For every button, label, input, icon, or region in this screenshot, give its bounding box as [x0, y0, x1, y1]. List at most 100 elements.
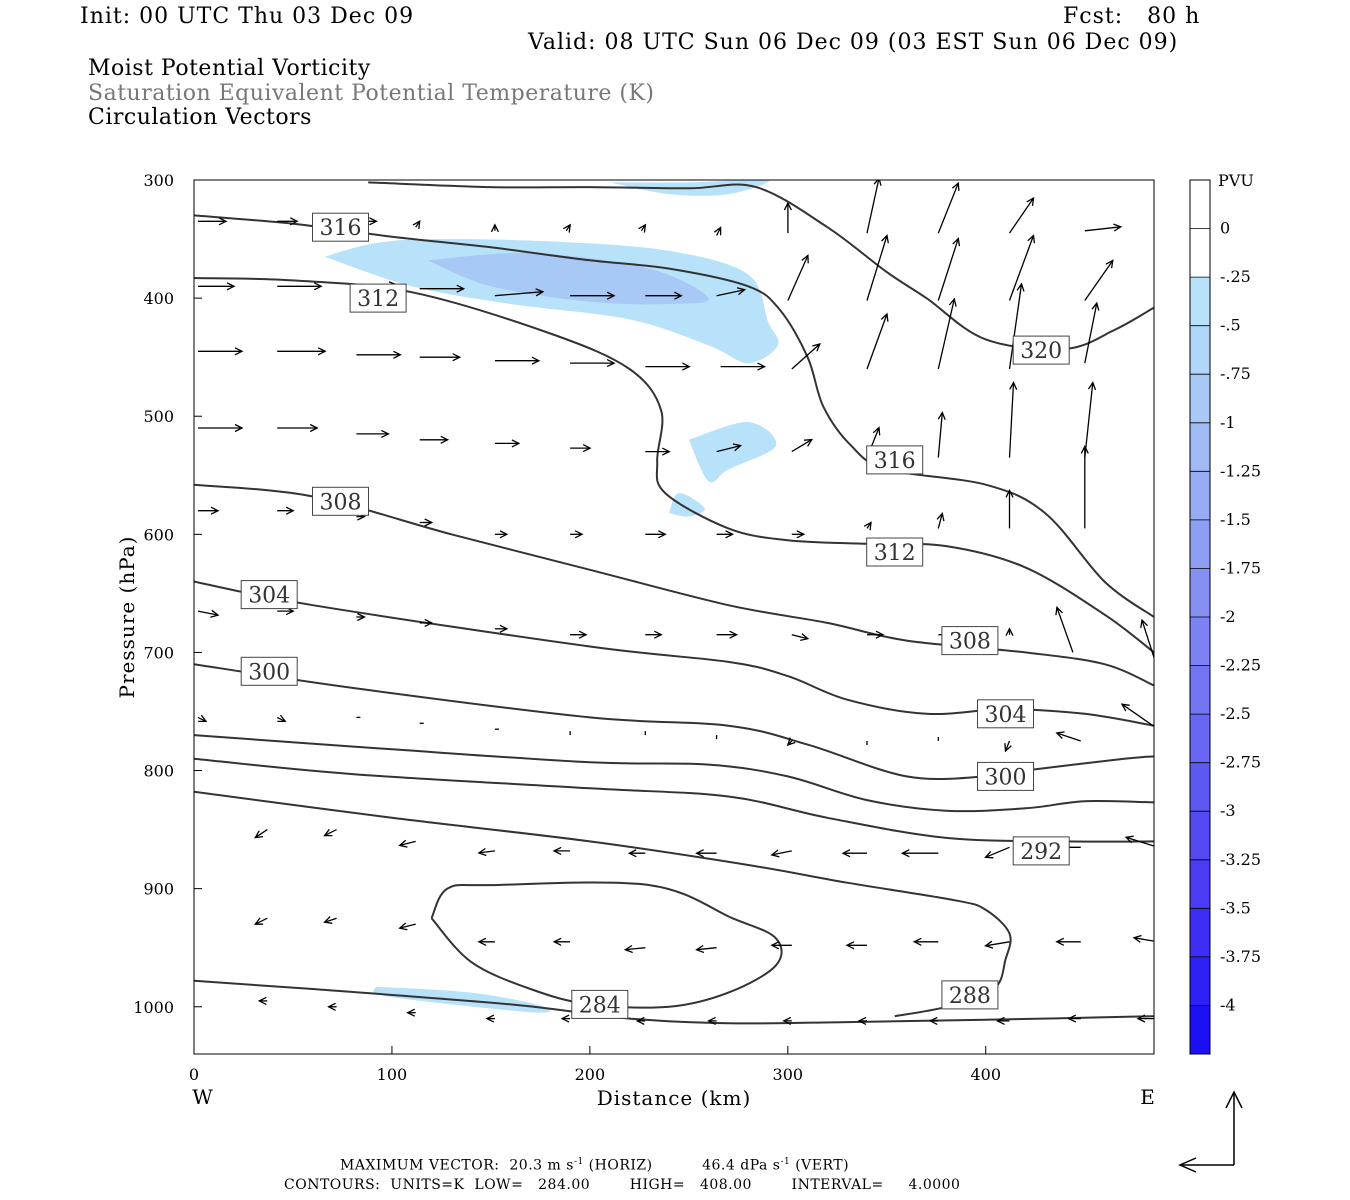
vector-arrow — [866, 180, 882, 234]
colorbar-tick-label: 0 — [1220, 219, 1230, 238]
colorbar-swatch — [1190, 908, 1210, 958]
vector-arrow — [782, 1016, 792, 1025]
contour-label-box — [866, 445, 924, 475]
vector-arrow — [1084, 259, 1114, 301]
colorbar-swatch — [1190, 714, 1210, 764]
vector-arrow — [490, 223, 499, 233]
vector-arrow — [1008, 381, 1018, 458]
contour-label-box — [240, 656, 298, 686]
colorbar-swatch — [1190, 374, 1210, 424]
contour-316 — [194, 214, 1154, 618]
contour-label-box — [1012, 836, 1070, 866]
vector-arrow — [1055, 731, 1082, 742]
contour-label: 304 — [985, 703, 1027, 728]
vector-arrow — [412, 219, 421, 230]
vector-arrow — [197, 714, 208, 723]
vector-arrow — [1055, 937, 1081, 946]
title-vectors: Circulation Vectors — [88, 105, 312, 130]
vector-arrow — [716, 287, 747, 297]
vector-arrow — [1008, 234, 1036, 301]
vector-arrow — [695, 849, 717, 858]
vector-arrow — [787, 254, 809, 301]
vector-arrow — [494, 288, 545, 297]
vector-arrow — [936, 511, 945, 529]
vector-arrow — [560, 1014, 571, 1023]
y-tick-label: 500 — [143, 407, 174, 426]
vector-arrow — [323, 916, 337, 924]
vector-arrow — [570, 444, 592, 453]
vector-arrow — [645, 530, 667, 539]
colorbar-tick-label: -.75 — [1220, 364, 1251, 383]
colorbar-tick-label: -.5 — [1220, 316, 1241, 335]
vector-arrow — [477, 847, 495, 857]
contour-label-box — [312, 212, 369, 242]
contour-label: 300 — [248, 660, 290, 685]
vector-arrow — [276, 714, 287, 723]
colorbar-tick-label: -4 — [1220, 995, 1236, 1014]
colorbar-tick-label: -3.25 — [1220, 850, 1261, 869]
vector-arrow — [867, 630, 885, 639]
vector-arrow — [713, 226, 722, 236]
vector-arrow — [406, 1008, 416, 1017]
vector-arrow — [866, 312, 889, 370]
contour-label: 308 — [320, 490, 362, 515]
vector-arrow — [257, 996, 268, 1005]
vector-arrow — [570, 530, 584, 539]
vector-arrow — [494, 356, 541, 365]
y-tick-label: 600 — [143, 525, 174, 544]
colorbar-tick-label: -2 — [1220, 607, 1236, 626]
colorbar-swatch — [1190, 471, 1210, 521]
vector-arrow — [937, 411, 946, 458]
title-theta-es: Saturation Equivalent Potential Temperat… — [88, 81, 655, 106]
vector-arrow — [398, 922, 416, 931]
contour-label: 304 — [248, 584, 290, 609]
y-tick-label: 1000 — [133, 998, 174, 1017]
vector-arrow — [912, 937, 939, 946]
contour-label: 312 — [874, 541, 916, 566]
vector-arrow — [707, 1016, 717, 1025]
contour-label: 292 — [1020, 840, 1062, 865]
contour-296 — [194, 734, 1154, 813]
vector-arrow — [716, 530, 735, 539]
vector-arrow — [197, 609, 220, 618]
vector-arrow — [1120, 703, 1154, 728]
colorbar-swatch — [1190, 422, 1210, 472]
vector-arrow — [254, 829, 268, 839]
colorbar-swatch — [1190, 277, 1210, 327]
vector-arrow — [770, 941, 792, 950]
vector-arrow — [198, 423, 244, 433]
colorbar-tick-label: -2.25 — [1220, 656, 1261, 675]
vector-arrow — [570, 630, 588, 639]
contour-label: 316 — [874, 449, 916, 474]
vector-arrow — [645, 362, 691, 371]
vector-arrow — [863, 521, 872, 531]
colorbar-swatch — [1190, 228, 1210, 278]
vector-arrow — [937, 181, 960, 234]
vector-arrow — [791, 438, 814, 453]
x-tick-label: 200 — [575, 1065, 606, 1084]
vector-arrow — [198, 282, 236, 291]
vector-arrow — [356, 429, 390, 438]
contour-label-box — [977, 761, 1034, 791]
colorbar-tick-label: -1.75 — [1220, 558, 1261, 577]
colorbar-swatch — [1190, 956, 1210, 1006]
vector-arrow — [1067, 1014, 1081, 1023]
colorbar-swatch — [1190, 811, 1210, 861]
vector-arrow — [984, 846, 1010, 859]
pv-region — [324, 238, 779, 364]
vector-arrow — [356, 350, 402, 359]
y-tick-label: 800 — [143, 762, 174, 781]
contour-288 — [194, 790, 1012, 1018]
y-tick-label: 300 — [143, 171, 174, 190]
contour-label-box — [1012, 335, 1070, 365]
colorbar-tick-label: -1 — [1220, 413, 1236, 432]
colorbar-tick-label: -2.75 — [1220, 753, 1261, 772]
vector-arrow — [866, 234, 889, 301]
vector-arrow — [1084, 301, 1100, 364]
contour-label: 288 — [949, 984, 991, 1009]
vector-arrow — [198, 347, 244, 356]
vector-arrow — [1140, 618, 1154, 660]
x-tick-label: 100 — [377, 1065, 408, 1084]
vector-arrow — [323, 828, 337, 837]
